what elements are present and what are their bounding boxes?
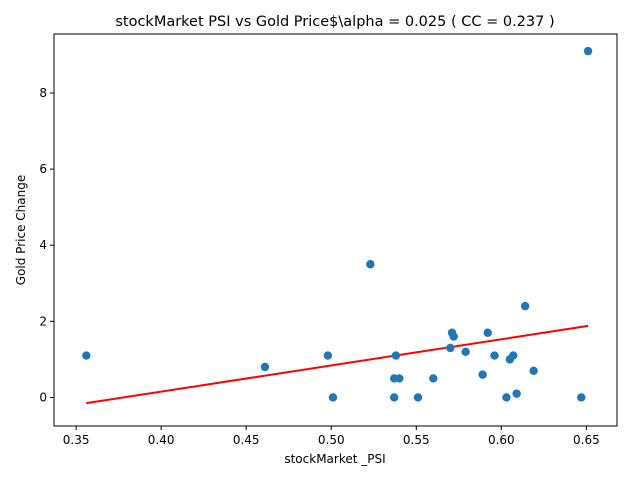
x-axis-ticks: 0.35 0.40 0.45 0.50 0.55 0.60 0.65: [63, 426, 600, 447]
data-point: [449, 332, 458, 341]
data-point: [483, 328, 492, 337]
y-axis-label: Gold Price Change: [14, 175, 28, 285]
y-tick-label: 0: [39, 390, 47, 404]
x-tick-label: 0.60: [488, 433, 515, 447]
x-axis-label: stockMarket _PSI: [284, 452, 385, 466]
data-point: [520, 301, 530, 311]
data-point: [512, 389, 521, 398]
data-point: [577, 393, 586, 402]
y-tick-label: 4: [39, 238, 47, 252]
x-tick-label: 0.55: [403, 433, 430, 447]
data-point: [389, 393, 399, 402]
y-axis-ticks: 0 2 4 6 8: [39, 86, 54, 404]
data-point: [323, 351, 333, 360]
data-point: [502, 393, 511, 402]
y-tick-label: 2: [39, 314, 47, 328]
data-point: [413, 393, 423, 402]
data-point: [446, 343, 455, 353]
regression-line: [86, 324, 589, 405]
x-tick-label: 0.45: [233, 433, 260, 447]
data-points-layer: [82, 46, 593, 402]
fit-line-layer: [86, 324, 589, 405]
y-tick-label: 8: [39, 86, 47, 100]
plot-frame: [53, 33, 618, 427]
data-point: [328, 393, 338, 402]
data-point: [583, 46, 593, 56]
data-point: [429, 374, 438, 383]
data-point: [260, 362, 270, 372]
data-point: [509, 351, 518, 360]
y-tick-label: 6: [39, 162, 47, 176]
data-point: [82, 351, 91, 360]
data-point: [391, 351, 401, 360]
x-tick-label: 0.50: [318, 433, 345, 447]
data-point: [478, 370, 487, 379]
data-point: [490, 351, 499, 360]
data-point: [461, 347, 470, 356]
data-point: [366, 260, 375, 269]
x-tick-label: 0.65: [573, 433, 600, 447]
data-point: [395, 374, 404, 383]
x-tick-label: 0.35: [63, 433, 90, 447]
chart-title: stockMarket PSI vs Gold Price$\alpha = 0…: [115, 14, 554, 30]
data-point: [529, 366, 538, 376]
x-tick-label: 0.40: [148, 433, 175, 447]
